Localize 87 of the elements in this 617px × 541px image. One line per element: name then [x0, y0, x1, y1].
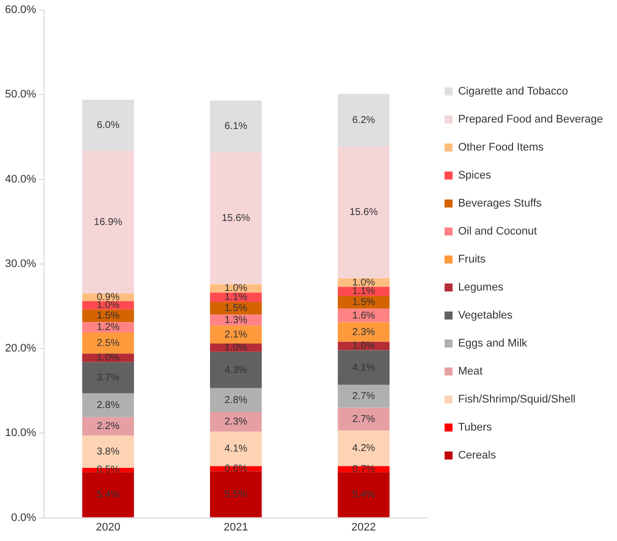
data-label: 4.2%: [352, 443, 376, 454]
bar: [338, 146, 390, 278]
y-tick-label: 60.0%: [4, 4, 36, 16]
bar: [210, 388, 262, 412]
data-label: 2.2%: [96, 421, 120, 432]
bar: [210, 326, 262, 344]
legend-label: Cigarette and Tobacco: [458, 86, 568, 98]
bar: [338, 296, 390, 309]
bar: [82, 100, 134, 150]
data-label: 2.8%: [224, 394, 248, 406]
data-label: 1.1%: [352, 286, 376, 298]
bar: [82, 310, 134, 322]
bar: [82, 393, 134, 418]
bar: [82, 362, 134, 394]
legend-label: Fish/Shrimp/Squid/Shell: [458, 394, 576, 406]
legend-label: Eggs and Milk: [458, 338, 528, 350]
data-label: 1.1%: [224, 292, 248, 304]
x-tick-label: 2021: [224, 521, 248, 534]
bar: [210, 100, 262, 152]
y-tick-label: 50.0%: [4, 88, 36, 101]
bar: [338, 472, 390, 518]
data-label: 2.3%: [224, 416, 248, 428]
legend-label: Tubers: [458, 422, 492, 434]
bar: [338, 384, 390, 408]
data-label: 2.7%: [352, 414, 376, 425]
data-label: 1.0%: [96, 300, 120, 312]
bar: [210, 431, 262, 466]
y-tick-label: 0.0%: [11, 512, 36, 524]
y-tick-label: 40.0%: [4, 173, 36, 186]
legend-label: Meat: [458, 366, 483, 378]
data-label: 15.6%: [349, 207, 378, 218]
data-label: 1.0%: [96, 352, 120, 364]
data-label: 0.5%: [96, 464, 120, 476]
bar: [82, 472, 134, 518]
bar: [210, 412, 262, 432]
legend-label: Beverages Stuffs: [458, 198, 542, 210]
data-label: 2.8%: [96, 400, 120, 411]
bar: [338, 408, 390, 431]
bar: [338, 94, 390, 146]
bar: [210, 352, 262, 388]
bar: [210, 152, 262, 284]
data-label: 16.9%: [94, 216, 122, 228]
y-tick-label: 10.0%: [4, 427, 36, 440]
legend-label: Other Food Items: [458, 142, 544, 154]
legend-label: Spices: [458, 170, 492, 182]
y-tick-label: 30.0%: [4, 258, 36, 270]
data-label: 1.0%: [224, 283, 248, 294]
data-label: 0.6%: [224, 463, 248, 474]
data-label: 1.5%: [224, 303, 248, 314]
data-label: 6.0%: [96, 120, 120, 131]
bar: [338, 322, 390, 342]
data-label: 15.6%: [222, 212, 250, 224]
data-label: 5.5%: [224, 489, 248, 500]
data-label: 1.6%: [352, 310, 376, 322]
data-label: 5.4%: [352, 489, 376, 500]
data-label: 1.0%: [224, 342, 248, 354]
legend-label: Prepared Food and Beverage: [458, 114, 604, 126]
data-label: 2.1%: [224, 329, 248, 340]
data-label: 1.0%: [352, 277, 376, 288]
legend-label: Cereals: [458, 450, 496, 462]
data-label: 1.5%: [352, 297, 376, 308]
legend-label: Legumes: [458, 282, 504, 294]
data-label: 5.4%: [96, 489, 120, 500]
bar: [210, 471, 262, 518]
data-label: 6.1%: [224, 121, 248, 132]
x-tick-label: 2022: [351, 521, 376, 534]
bar: [82, 332, 134, 354]
data-label: 1.2%: [96, 322, 120, 334]
bar: [82, 150, 134, 294]
legend-label: Vegetables: [458, 310, 513, 322]
data-label: 1.5%: [96, 310, 120, 322]
bar: [338, 350, 390, 385]
bar: [338, 430, 390, 466]
data-label: 4.1%: [224, 444, 248, 455]
data-label: 2.5%: [96, 338, 120, 349]
data-label: 1.0%: [352, 340, 376, 352]
data-label: 6.2%: [352, 114, 376, 126]
data-label: 3.8%: [96, 446, 120, 458]
data-label: 2.3%: [352, 326, 376, 338]
data-label: 0.7%: [352, 464, 376, 475]
data-label: 1.3%: [224, 314, 248, 326]
x-tick-label: 2020: [96, 521, 120, 534]
legend-label: Oil and Coconut: [458, 226, 537, 238]
bar: [82, 417, 134, 436]
legend-label: Fruits: [458, 254, 486, 266]
y-tick-label: 20.0%: [4, 342, 36, 355]
data-label: 2.7%: [352, 391, 376, 402]
